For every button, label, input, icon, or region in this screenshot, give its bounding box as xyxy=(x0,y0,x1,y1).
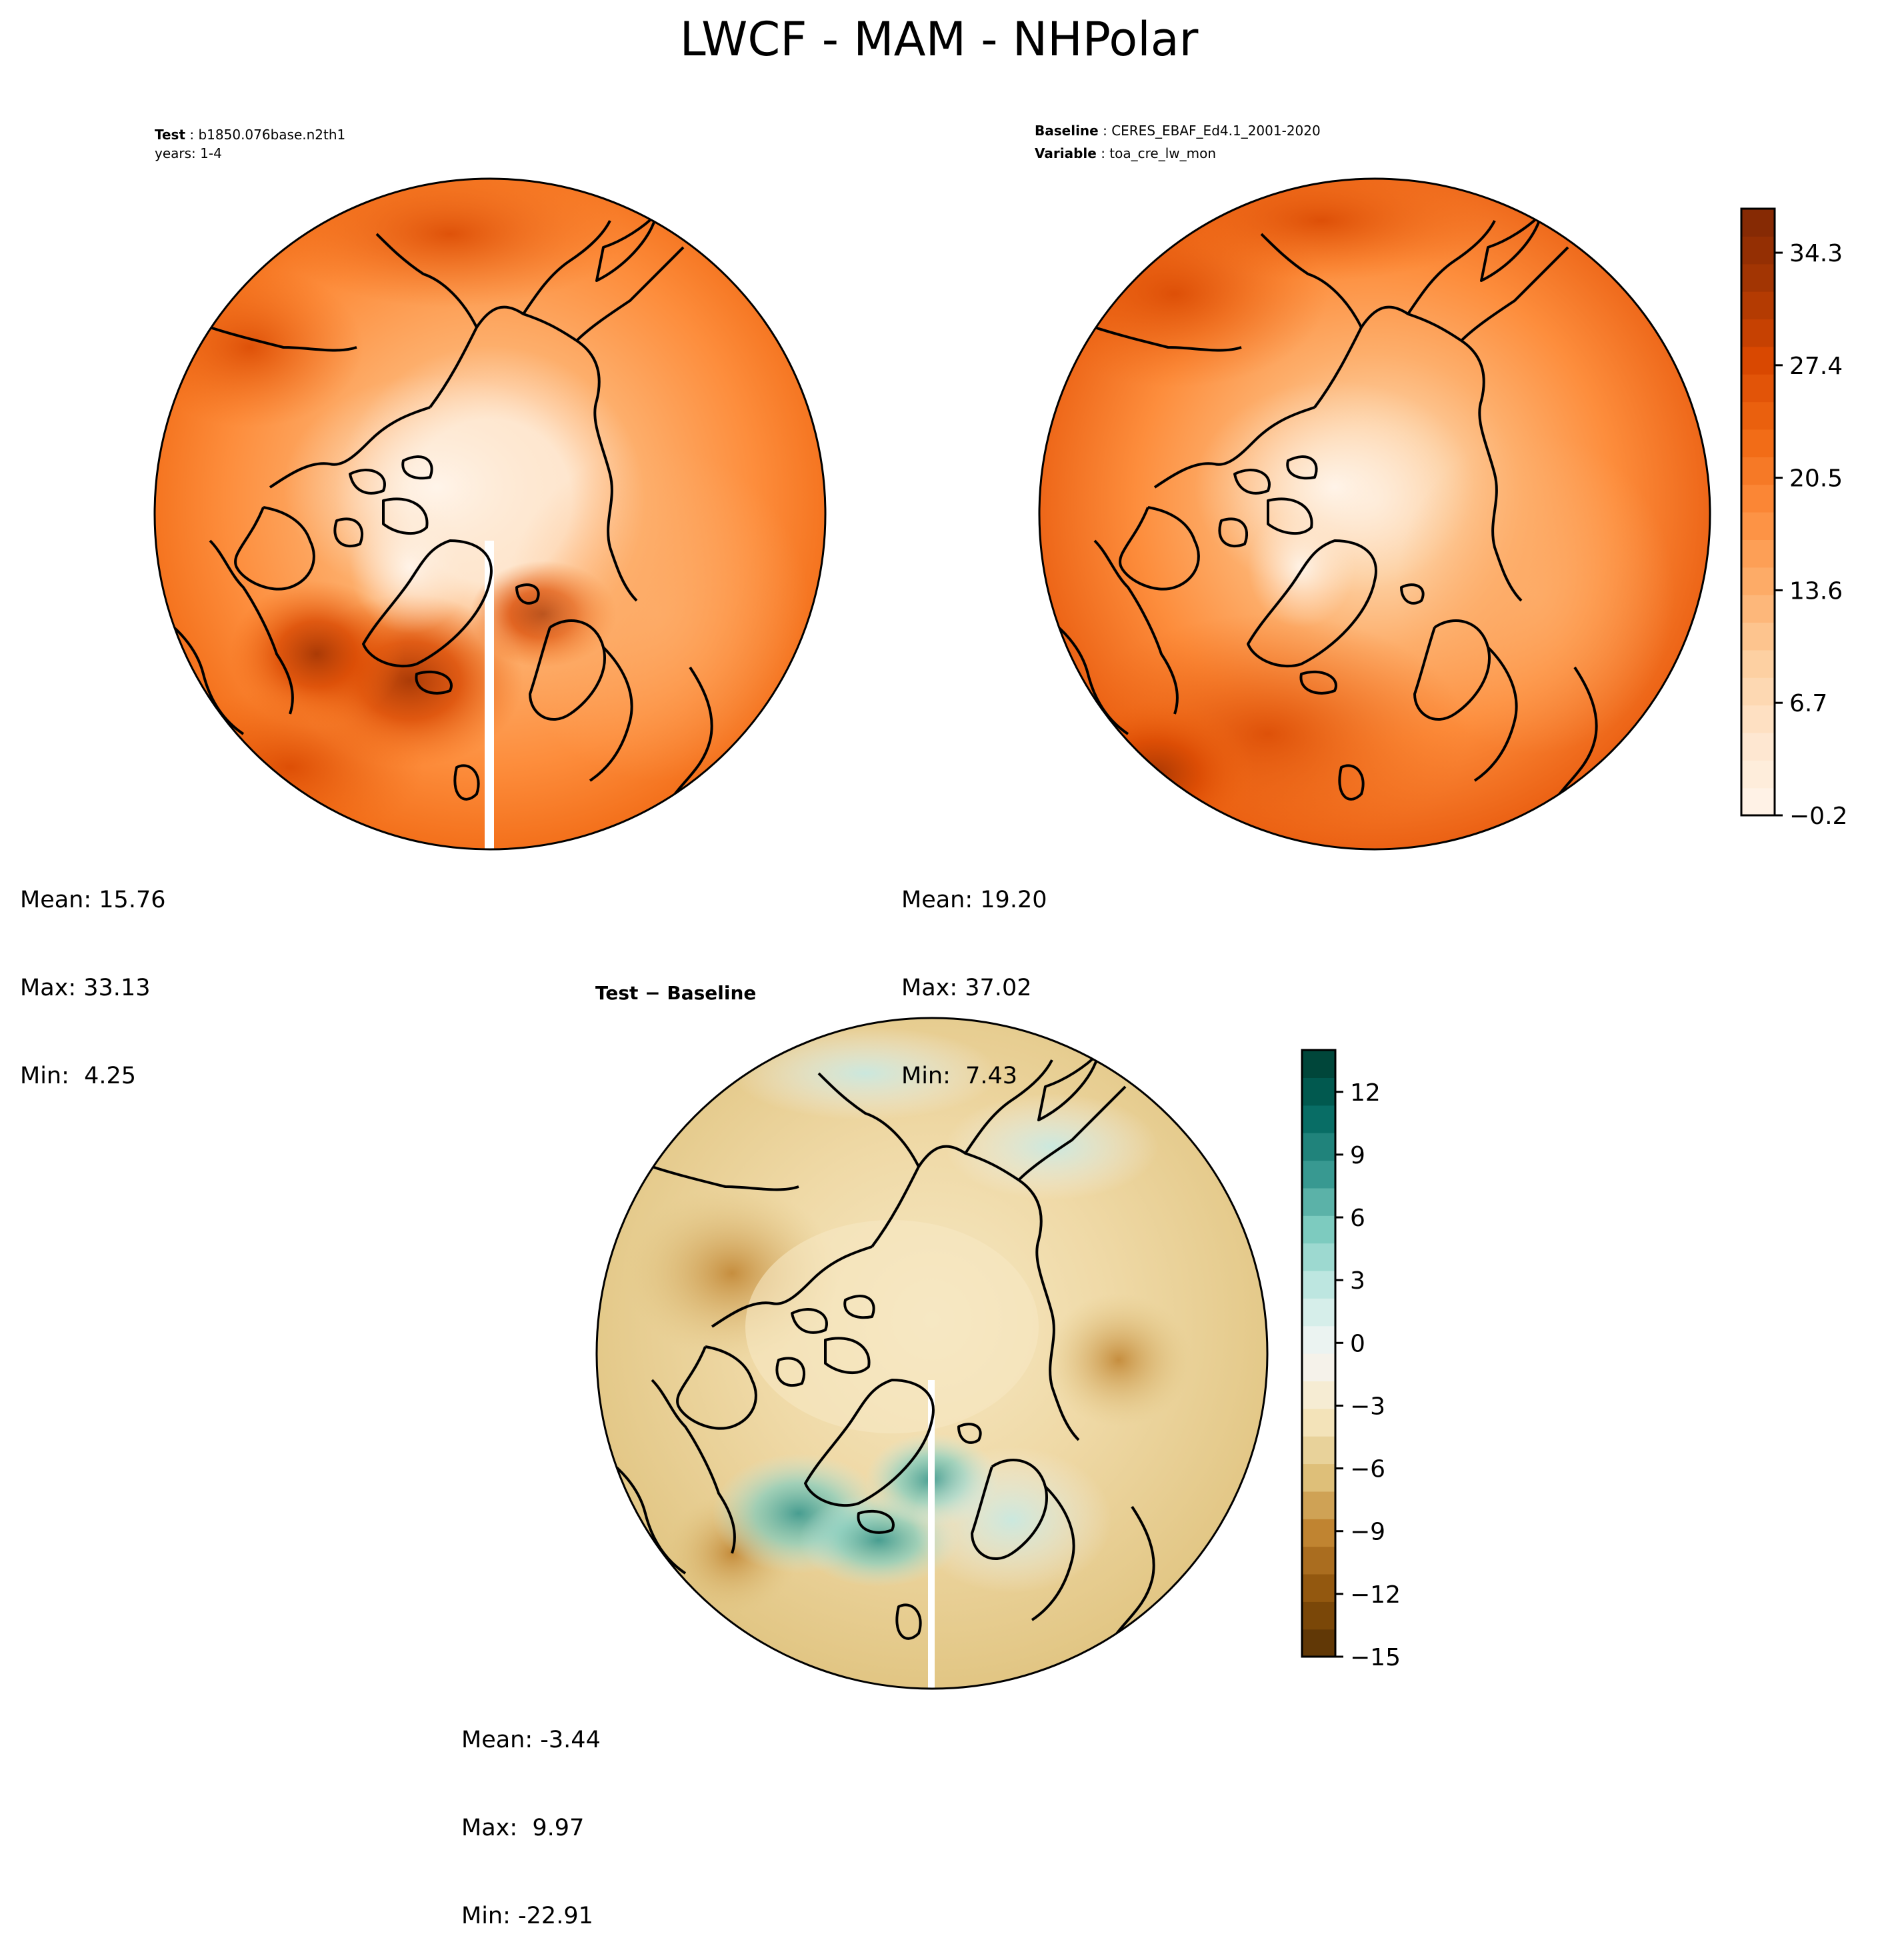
test-map xyxy=(153,177,827,851)
diff-colorbar-tick-label: −3 xyxy=(1350,1393,1385,1420)
main-colorbar-band xyxy=(1741,346,1775,375)
diff-colorbar-tick-label: 0 xyxy=(1350,1330,1365,1357)
main-colorbar-band xyxy=(1741,622,1775,651)
diff-colorbar-band xyxy=(1302,1077,1335,1106)
diff-colorbar-band xyxy=(1302,1436,1335,1465)
diff-stats: Mean: -3.44 Max: 9.97 Min: -22.91 xyxy=(461,1667,601,1960)
test-header-value: b1850.076base.n2th1 xyxy=(198,127,346,143)
diff-colorbar-band xyxy=(1302,1519,1335,1547)
test-header: Test : b1850.076base.n2th1 xyxy=(155,127,346,143)
baseline-stats: Mean: 19.20 Max: 37.02 Min: 7.43 xyxy=(901,827,1047,1120)
main-colorbar-band xyxy=(1741,429,1775,457)
main-colorbar-band xyxy=(1741,401,1775,430)
baseline-header-value: CERES_EBAF_Ed4.1_2001-2020 xyxy=(1111,123,1321,139)
diff-colorbar-band xyxy=(1302,1270,1335,1299)
baseline-variable: Variable : toa_cre_lw_mon xyxy=(1035,145,1217,161)
main-colorbar-band xyxy=(1741,291,1775,320)
test-stats: Mean: 15.76 Max: 33.13 Min: 4.25 xyxy=(20,827,165,1120)
diff-colorbar-band xyxy=(1302,1353,1335,1381)
baseline-header-label: Baseline xyxy=(1035,123,1099,139)
diff-colorbar-tick-label: 12 xyxy=(1350,1079,1381,1107)
main-colorbar-band xyxy=(1741,787,1775,816)
main-colorbar-band xyxy=(1741,595,1775,623)
diff-colorbar-band xyxy=(1302,1408,1335,1437)
diff-colorbar-band xyxy=(1302,1133,1335,1161)
diff-colorbar-tick-label: 6 xyxy=(1350,1205,1365,1232)
diff-colorbar-band xyxy=(1302,1243,1335,1271)
main-colorbar-band xyxy=(1741,374,1775,403)
baseline-mean: Mean: 19.20 xyxy=(901,887,1047,913)
diff-map xyxy=(595,1017,1269,1690)
diff-colorbar-tick-label: −9 xyxy=(1350,1519,1385,1546)
main-colorbar-band xyxy=(1741,263,1775,292)
main-colorbar-band xyxy=(1741,484,1775,513)
diff-colorbar-band xyxy=(1302,1491,1335,1519)
main-colorbar-band xyxy=(1741,539,1775,568)
diff-colorbar-band xyxy=(1302,1050,1335,1078)
main-colorbar-tick-label: 27.4 xyxy=(1789,353,1843,380)
main-colorbar-tick-label: 20.5 xyxy=(1789,465,1843,493)
baseline-header: Baseline : CERES_EBAF_Ed4.1_2001-2020 xyxy=(1035,123,1321,139)
main-colorbar-band xyxy=(1741,567,1775,595)
diff-colorbar-band xyxy=(1302,1629,1335,1657)
main-colorbar-band xyxy=(1741,512,1775,540)
main-colorbar-band xyxy=(1741,319,1775,347)
diff-colorbar-band xyxy=(1302,1546,1335,1575)
figure-title: LWCF - MAM - NHPolar xyxy=(679,12,1199,67)
baseline-variable-value: toa_cre_lw_mon xyxy=(1109,145,1217,161)
main-colorbar-band xyxy=(1741,705,1775,733)
main-colorbar-tick-label: 34.3 xyxy=(1789,240,1843,267)
main-colorbar: −0.2 6.7 13.6 20.5 27.4 34.3 xyxy=(1740,207,1847,830)
main-colorbar-tick-label: 6.7 xyxy=(1789,690,1827,717)
diff-colorbar-tick-label: −12 xyxy=(1350,1581,1401,1609)
diff-colorbar-band xyxy=(1302,1601,1335,1630)
diff-colorbar-band xyxy=(1302,1105,1335,1133)
diff-colorbar-tick-label: 3 xyxy=(1350,1267,1365,1295)
main-colorbar-tick-label: −0.2 xyxy=(1789,803,1847,830)
diff-min: Min: -22.91 xyxy=(461,1903,593,1929)
main-colorbar-band xyxy=(1741,760,1775,789)
diff-colorbar-band xyxy=(1302,1325,1335,1354)
diff-colorbar-band xyxy=(1302,1215,1335,1244)
diff-colorbar-tick-label: −15 xyxy=(1350,1644,1401,1671)
test-years: years: 1-4 xyxy=(155,145,222,161)
diff-colorbar-band xyxy=(1302,1298,1335,1327)
diff-max: Max: 9.97 xyxy=(461,1815,585,1841)
diff-mean: Mean: -3.44 xyxy=(461,1727,601,1753)
main-colorbar-band xyxy=(1741,732,1775,761)
figure-canvas: −0.2 6.7 13.6 20.5 27.4 34.3 −15 −12 −9 −6 −3 0 3 6 9… xyxy=(153,177,1847,1690)
diff-title: Test − Baseline xyxy=(595,982,757,1004)
main-colorbar-band xyxy=(1741,236,1775,265)
test-header-label: Test xyxy=(155,127,186,143)
diff-colorbar-tick-label: −6 xyxy=(1350,1456,1385,1483)
baseline-variable-label: Variable xyxy=(1035,145,1097,161)
baseline-max: Max: 37.02 xyxy=(901,975,1032,1001)
baseline-min: Min: 7.43 xyxy=(901,1063,1018,1089)
baseline-map xyxy=(1038,177,1711,851)
diff-colorbar-band xyxy=(1302,1160,1335,1189)
test-min: Min: 4.25 xyxy=(20,1063,137,1089)
main-colorbar-band xyxy=(1741,209,1775,237)
test-max: Max: 33.13 xyxy=(20,975,151,1001)
main-colorbar-band xyxy=(1741,677,1775,706)
main-colorbar-band xyxy=(1741,649,1775,678)
diff-colorbar: −15 −12 −9 −6 −3 0 3 6 9 12 xyxy=(1301,1049,1401,1671)
diff-colorbar-band xyxy=(1302,1573,1335,1602)
main-colorbar-band xyxy=(1741,457,1775,485)
test-mean: Mean: 15.76 xyxy=(20,887,166,913)
diff-colorbar-tick-label: 9 xyxy=(1350,1142,1365,1169)
diff-colorbar-band xyxy=(1302,1463,1335,1492)
diff-colorbar-band xyxy=(1302,1187,1335,1216)
main-colorbar-tick-label: 13.6 xyxy=(1789,577,1843,605)
diff-colorbar-band xyxy=(1302,1381,1335,1409)
